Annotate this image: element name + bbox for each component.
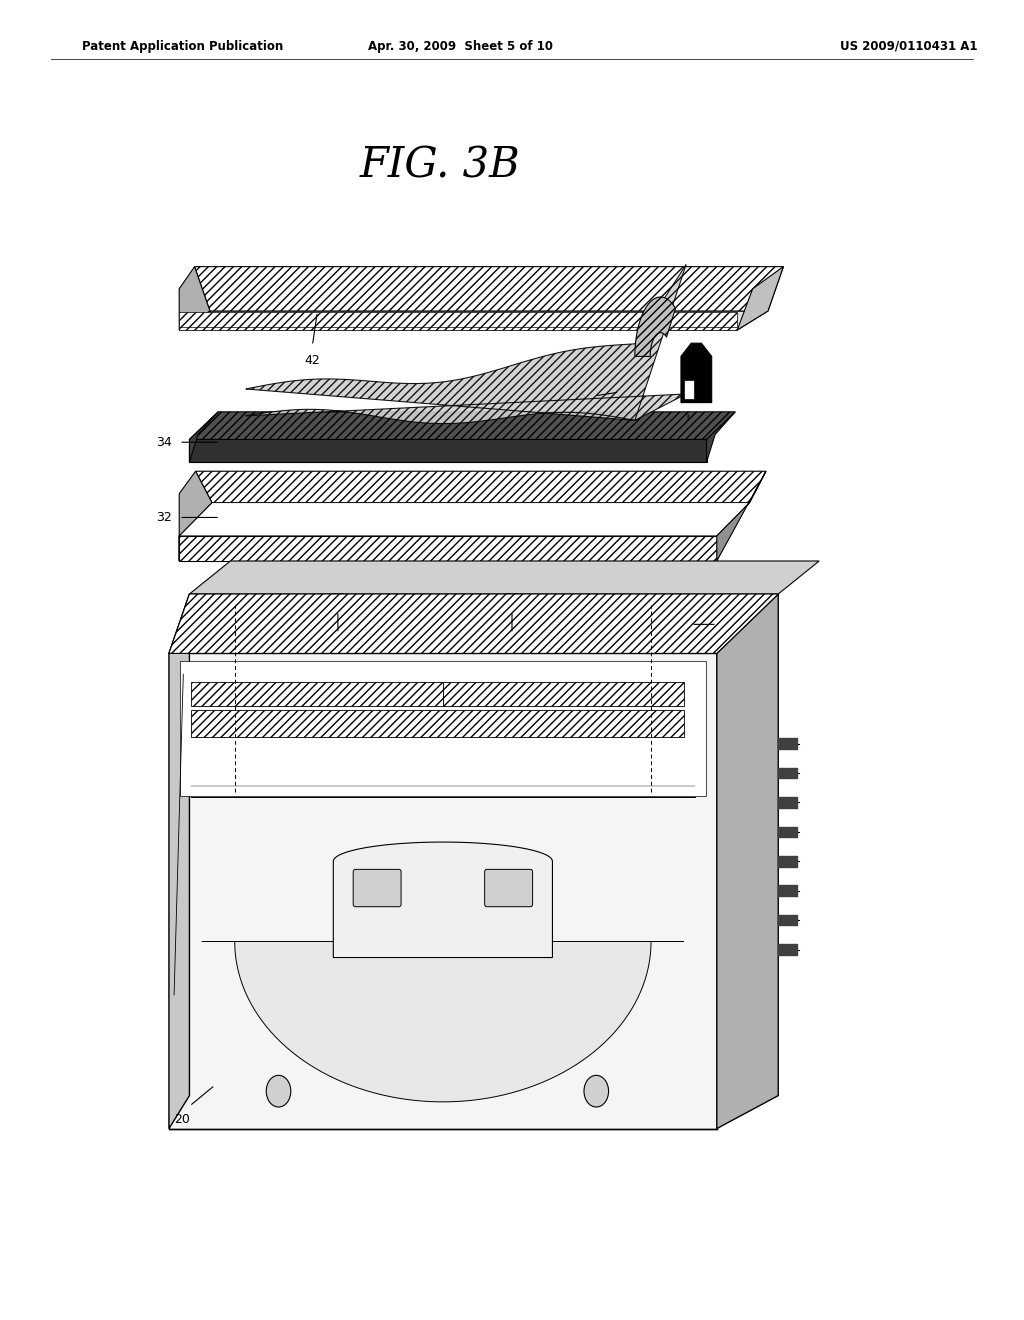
Text: 32: 32 bbox=[157, 511, 172, 524]
FancyBboxPatch shape bbox=[353, 870, 401, 907]
Polygon shape bbox=[189, 412, 218, 462]
Polygon shape bbox=[196, 471, 766, 503]
Text: 36: 36 bbox=[570, 389, 586, 403]
Polygon shape bbox=[202, 941, 684, 1102]
Text: 28: 28 bbox=[330, 591, 346, 605]
Polygon shape bbox=[442, 682, 684, 706]
Polygon shape bbox=[179, 267, 210, 330]
Text: 30: 30 bbox=[504, 591, 520, 605]
Text: 42: 42 bbox=[304, 354, 321, 367]
Polygon shape bbox=[169, 653, 717, 1129]
Polygon shape bbox=[190, 682, 442, 706]
Polygon shape bbox=[189, 440, 707, 462]
Polygon shape bbox=[169, 594, 778, 653]
Polygon shape bbox=[707, 412, 735, 462]
Polygon shape bbox=[195, 267, 783, 312]
Polygon shape bbox=[717, 594, 778, 1129]
Polygon shape bbox=[189, 412, 735, 440]
Polygon shape bbox=[179, 313, 737, 329]
Polygon shape bbox=[681, 343, 712, 403]
Polygon shape bbox=[190, 710, 684, 737]
Text: 34: 34 bbox=[157, 436, 172, 449]
Text: US 2009/0110431 A1: US 2009/0110431 A1 bbox=[840, 40, 977, 53]
Circle shape bbox=[266, 1076, 291, 1107]
Polygon shape bbox=[180, 661, 706, 796]
Polygon shape bbox=[169, 594, 189, 1129]
Polygon shape bbox=[179, 312, 768, 330]
Polygon shape bbox=[179, 471, 212, 561]
Polygon shape bbox=[169, 594, 275, 653]
Circle shape bbox=[584, 1076, 608, 1107]
Polygon shape bbox=[246, 264, 686, 424]
Text: Patent Application Publication: Patent Application Publication bbox=[82, 40, 284, 53]
Polygon shape bbox=[737, 267, 783, 330]
Text: FIG. 3B: FIG. 3B bbox=[360, 144, 520, 186]
Polygon shape bbox=[179, 327, 737, 330]
Polygon shape bbox=[189, 561, 819, 594]
Text: Apr. 30, 2009  Sheet 5 of 10: Apr. 30, 2009 Sheet 5 of 10 bbox=[369, 40, 553, 53]
Polygon shape bbox=[179, 536, 717, 561]
Polygon shape bbox=[334, 842, 553, 957]
Polygon shape bbox=[684, 380, 694, 399]
Text: 40: 40 bbox=[676, 429, 692, 442]
Text: 38: 38 bbox=[698, 618, 715, 631]
FancyBboxPatch shape bbox=[484, 870, 532, 907]
Text: 20: 20 bbox=[174, 1113, 190, 1126]
Polygon shape bbox=[717, 471, 766, 561]
Polygon shape bbox=[179, 503, 750, 536]
Polygon shape bbox=[635, 297, 676, 356]
